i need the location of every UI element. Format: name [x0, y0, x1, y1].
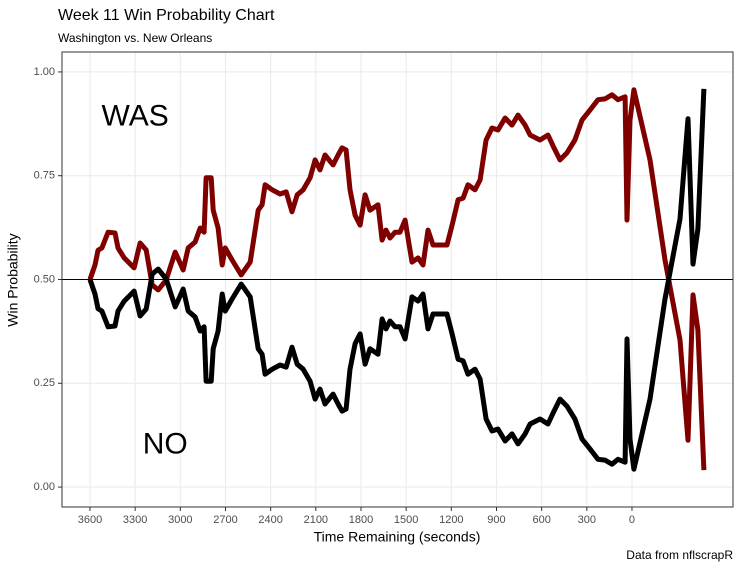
plot-border: [61, 51, 734, 508]
y-tick-label: 0.50: [34, 273, 55, 285]
x-tick-label: 2100: [304, 514, 328, 526]
x-tick-label: 0: [629, 514, 635, 526]
y-tick-label: 0.00: [34, 481, 55, 493]
annotation: NO: [143, 427, 188, 460]
series-line: [87, 87, 707, 471]
y-tick-label: 0.75: [34, 170, 55, 182]
chart-title: Week 11 Win Probability Chart: [58, 7, 275, 24]
x-tick-label: 1200: [439, 514, 463, 526]
annotation: WAS: [102, 100, 169, 133]
x-tick-label: 300: [578, 514, 596, 526]
x-tick-label: 1500: [394, 514, 418, 526]
x-tick-label: 3000: [168, 514, 192, 526]
x-tick-label: 2700: [213, 514, 237, 526]
caption: Data from nflscrapR: [626, 548, 733, 562]
x-axis-label: Time Remaining (seconds): [314, 529, 481, 545]
x-tick-label: 1800: [349, 514, 373, 526]
y-axis-label: Win Probability: [5, 233, 21, 326]
series-line: [87, 88, 707, 472]
y-tick-label: 1.00: [34, 66, 55, 78]
x-tick-label: 3600: [78, 514, 102, 526]
x-tick-label: 900: [487, 514, 505, 526]
x-tick-label: 2400: [258, 514, 282, 526]
chart-subtitle: Washington vs. New Orleans: [58, 31, 212, 45]
x-tick-label: 3300: [123, 514, 147, 526]
x-tick-label: 600: [532, 514, 550, 526]
y-tick-label: 0.25: [34, 377, 55, 389]
